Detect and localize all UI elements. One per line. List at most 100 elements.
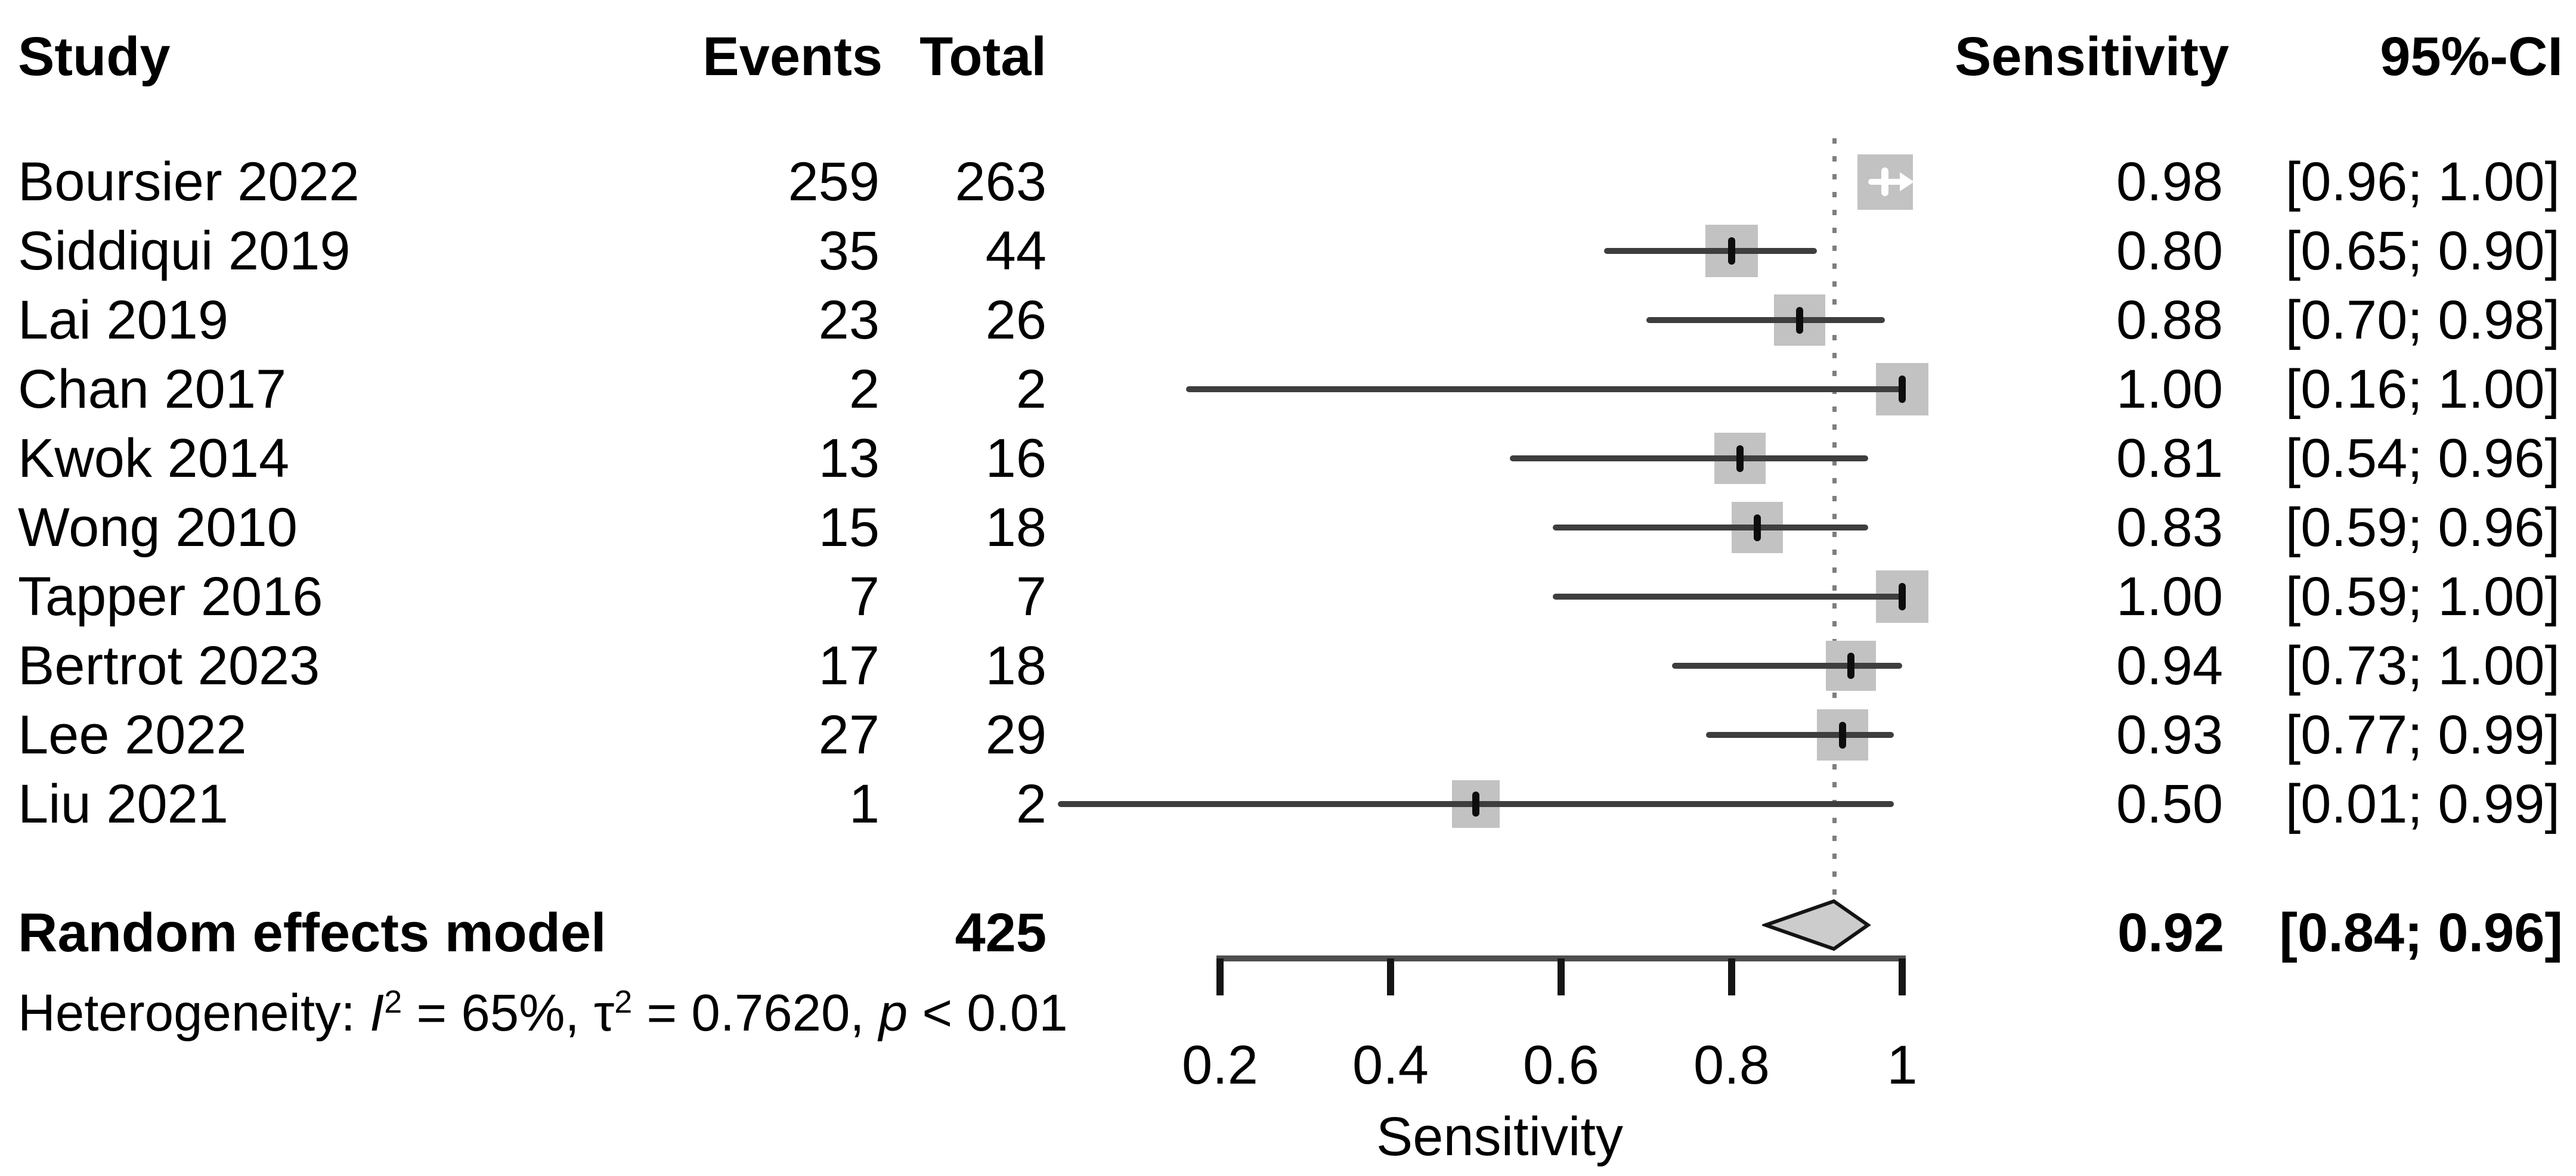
study-ci-value: [0.59; 0.96] xyxy=(2285,497,2560,558)
study-events: 13 xyxy=(818,428,880,489)
ci-line xyxy=(1646,317,1885,323)
study-sensitivity-value: 0.93 xyxy=(2116,705,2223,765)
study-name: Bertrot 2023 xyxy=(18,635,320,696)
study-sensitivity-value: 0.83 xyxy=(2116,497,2223,558)
study-name: Kwok 2014 xyxy=(18,428,290,489)
study-name: Boursier 2022 xyxy=(18,151,360,212)
study-total: 2 xyxy=(1015,359,1046,420)
heterogeneity-text: Heterogeneity: I2 = 65%, τ2 = 0.7620, p … xyxy=(18,979,1330,1048)
heterogeneity-text-part: = 0.7620, xyxy=(632,984,879,1042)
column-header-study: Study xyxy=(18,26,171,87)
study-events: 17 xyxy=(818,635,880,696)
point-estimate-tick xyxy=(1847,653,1855,679)
study-events: 2 xyxy=(849,359,880,420)
study-total: 18 xyxy=(985,635,1046,696)
study-sensitivity-value: 0.50 xyxy=(2116,774,2223,834)
x-axis-title: Sensitivity xyxy=(1376,1106,1624,1167)
study-ci-value: [0.65; 0.90] xyxy=(2285,221,2560,281)
study-sensitivity-value: 1.00 xyxy=(2116,566,2223,627)
study-sensitivity-value: 0.81 xyxy=(2116,428,2223,489)
ci-line xyxy=(1552,594,1902,600)
x-axis-tick xyxy=(1216,958,1224,995)
study-sensitivity-value: 0.94 xyxy=(2116,635,2223,696)
study-sensitivity-value: 1.00 xyxy=(2116,359,2223,420)
heterogeneity-text-part: τ xyxy=(593,984,615,1042)
study-ci-value: [0.59; 1.00] xyxy=(2285,566,2560,627)
point-estimate-tick xyxy=(1899,583,1906,610)
study-name: Lee 2022 xyxy=(18,705,247,765)
point-estimate-tick xyxy=(1881,167,1889,196)
study-total: 29 xyxy=(985,705,1046,765)
pooled-diamond-shape xyxy=(1762,899,1872,951)
pooled-row-label: Random effects model xyxy=(18,902,606,963)
point-estimate-tick xyxy=(1472,792,1479,817)
x-axis-tick xyxy=(1558,958,1565,995)
ci-arrow-right xyxy=(1900,172,1914,191)
study-ci-value: [0.54; 0.96] xyxy=(2285,428,2560,489)
ci-line xyxy=(1706,732,1894,738)
column-header-total: Total xyxy=(919,26,1046,87)
column-header-ci: 95%-CI xyxy=(2380,26,2563,87)
x-axis-tick-label: 0.2 xyxy=(1182,1035,1258,1096)
column-header-sensitivity: Sensitivity xyxy=(1955,26,2230,87)
study-name: Wong 2010 xyxy=(18,497,298,558)
study-events: 7 xyxy=(849,566,880,627)
heterogeneity-text-part: p xyxy=(878,984,908,1042)
ci-line xyxy=(1603,248,1817,254)
study-total: 16 xyxy=(985,428,1046,489)
heterogeneity-text-part: 2 xyxy=(614,984,633,1020)
study-total: 44 xyxy=(985,221,1046,281)
ci-line xyxy=(1671,663,1902,669)
column-header-events: Events xyxy=(702,26,883,87)
study-sensitivity-value: 0.80 xyxy=(2116,221,2223,281)
reference-dotted-line xyxy=(1832,138,1837,899)
x-axis-tick-label: 1 xyxy=(1887,1035,1918,1096)
ci-line xyxy=(1185,386,1902,392)
pooled-total: 425 xyxy=(955,902,1047,963)
ci-line xyxy=(1552,525,1868,530)
point-estimate-tick xyxy=(1736,445,1744,472)
study-ci-value: [0.70; 0.98] xyxy=(2285,290,2560,350)
study-name: Siddiqui 2019 xyxy=(18,221,351,281)
point-estimate-tick xyxy=(1838,721,1846,749)
heterogeneity-text-part: I xyxy=(370,984,385,1042)
study-events: 23 xyxy=(818,290,880,350)
study-total: 26 xyxy=(985,290,1046,350)
study-name: Liu 2021 xyxy=(18,774,228,834)
x-axis-tick-label: 0.6 xyxy=(1523,1035,1599,1096)
study-events: 27 xyxy=(818,705,880,765)
point-estimate-tick xyxy=(1899,376,1906,403)
pooled-ci: [0.84; 0.96] xyxy=(2279,902,2563,963)
heterogeneity-text-part: < 0.01 xyxy=(908,984,1068,1042)
study-name: Tapper 2016 xyxy=(18,566,323,627)
pooled-sensitivity: 0.92 xyxy=(2117,902,2224,963)
study-total: 18 xyxy=(985,497,1046,558)
study-ci-value: [0.73; 1.00] xyxy=(2285,635,2560,696)
x-axis-tick xyxy=(1899,958,1906,995)
heterogeneity-text-part: 2 xyxy=(384,984,402,1020)
heterogeneity-text-part: = 65%, xyxy=(402,984,594,1042)
x-axis-tick xyxy=(1728,958,1735,995)
point-estimate-tick xyxy=(1753,514,1761,541)
study-sensitivity-value: 0.88 xyxy=(2116,290,2223,350)
study-ci-value: [0.77; 0.99] xyxy=(2285,705,2560,765)
study-events: 35 xyxy=(818,221,880,281)
x-axis-tick-label: 0.8 xyxy=(1693,1035,1770,1096)
study-events: 1 xyxy=(849,774,880,834)
study-events: 259 xyxy=(788,151,880,212)
study-total: 7 xyxy=(1015,566,1046,627)
study-events: 15 xyxy=(818,497,880,558)
x-axis-tick xyxy=(1387,958,1394,995)
point-estimate-tick xyxy=(1728,237,1735,265)
study-ci-value: [0.16; 1.00] xyxy=(2285,359,2560,420)
study-total: 263 xyxy=(955,151,1047,212)
ci-line xyxy=(1510,455,1868,461)
study-name: Chan 2017 xyxy=(18,359,287,420)
study-ci-value: [0.96; 1.00] xyxy=(2285,151,2560,212)
heterogeneity-text-part: Heterogeneity: xyxy=(18,984,370,1042)
x-axis-tick-label: 0.4 xyxy=(1352,1035,1429,1096)
study-total: 2 xyxy=(1015,774,1046,834)
study-sensitivity-value: 0.98 xyxy=(2116,151,2223,212)
study-name: Lai 2019 xyxy=(18,290,228,350)
